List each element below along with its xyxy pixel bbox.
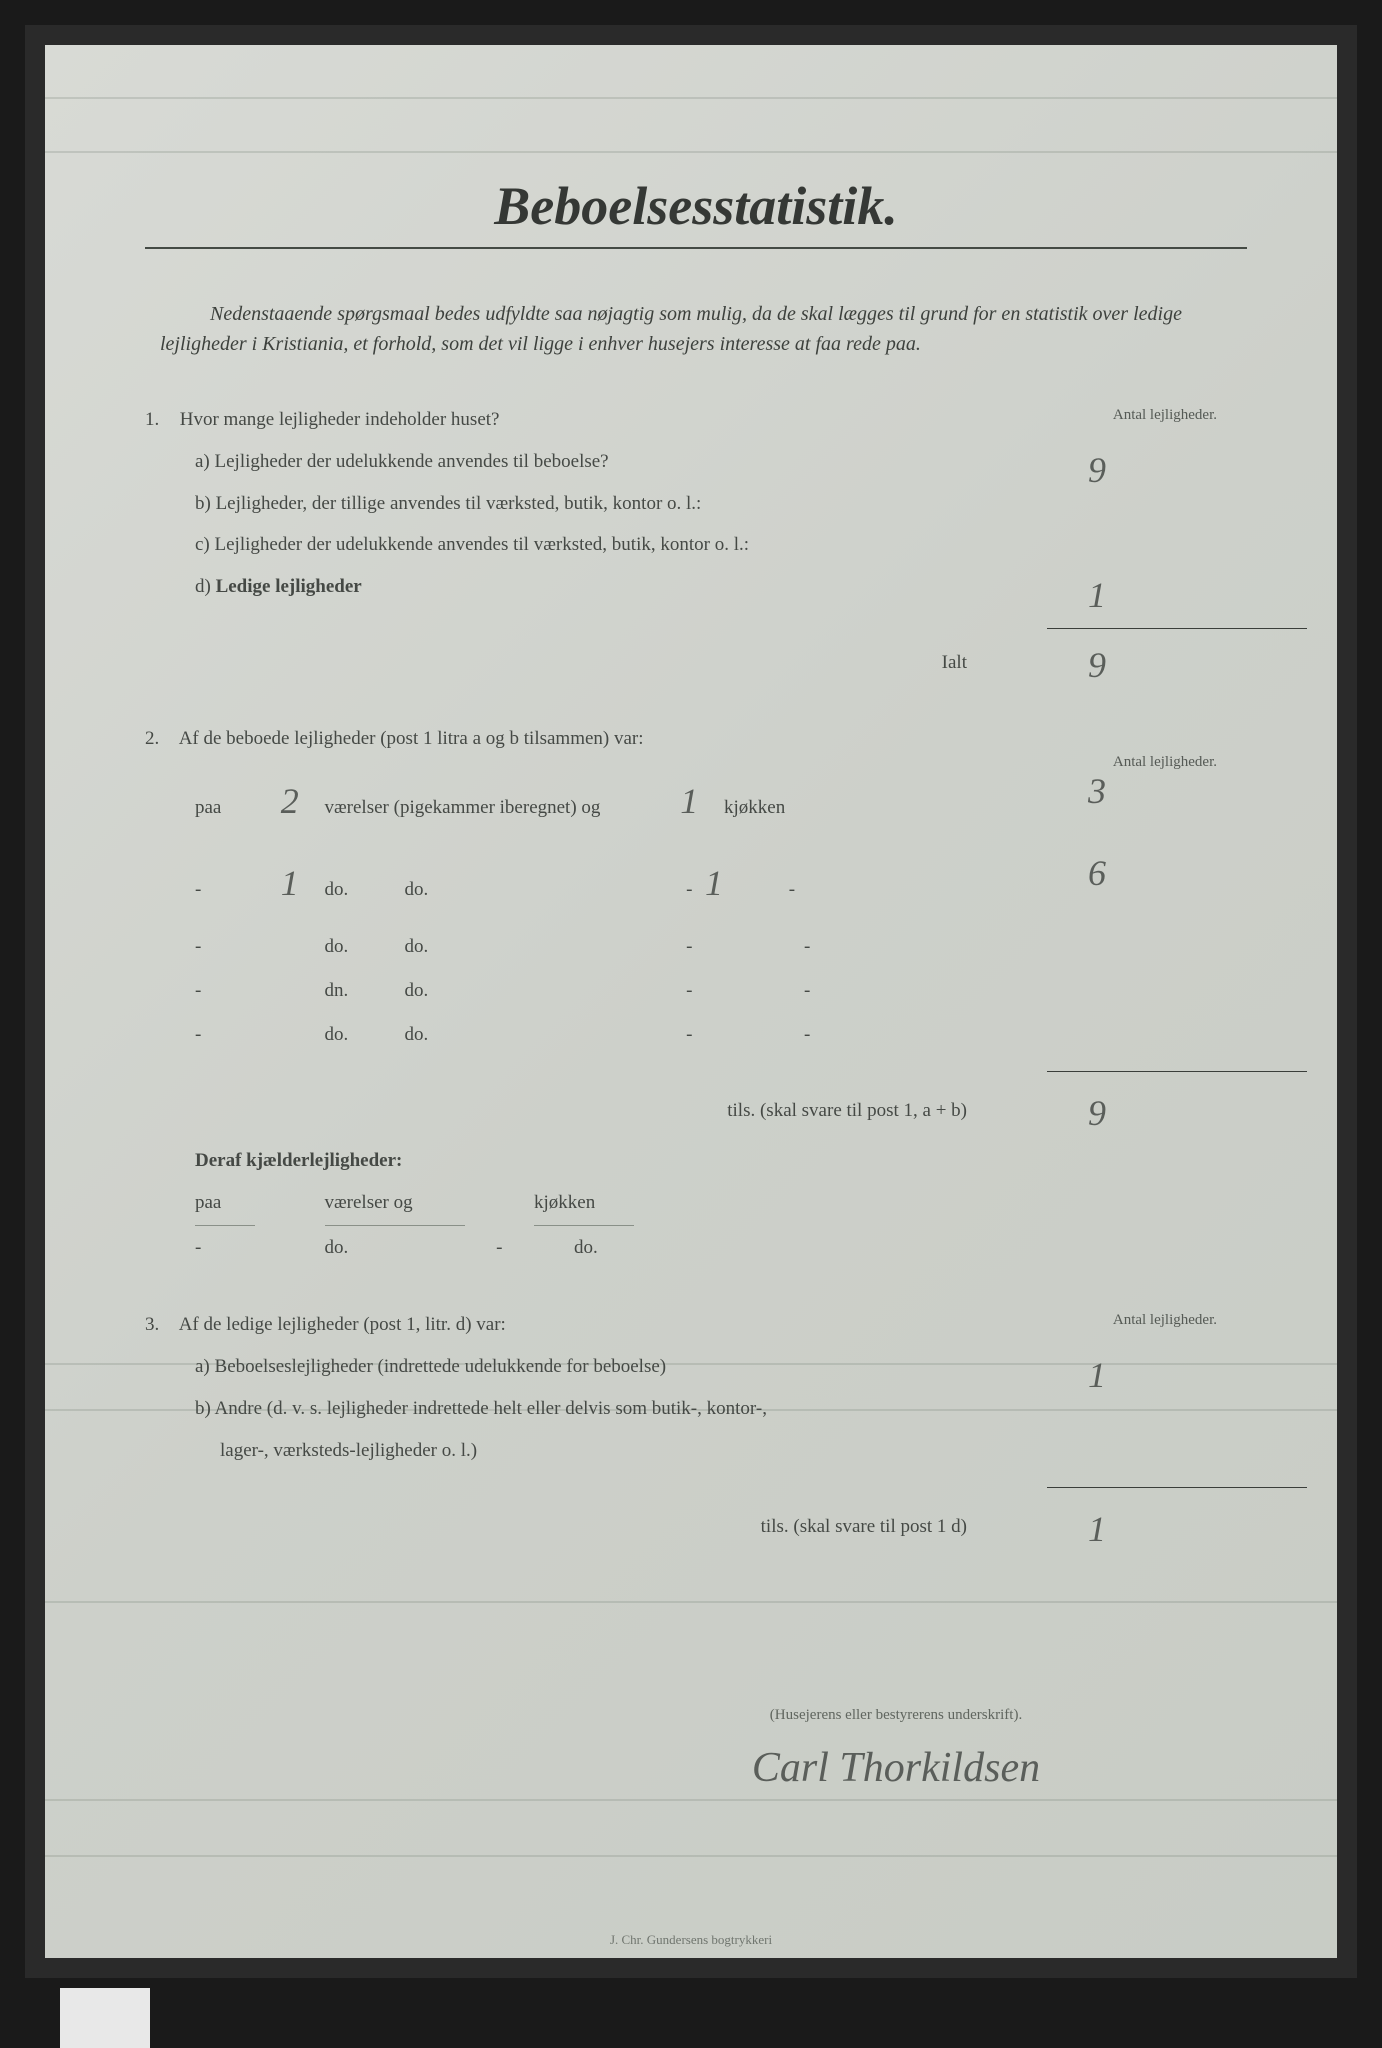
q3-text: Af de ledige lejligheder (post 1, litr. … bbox=[179, 1314, 506, 1335]
q3b-text: Andre (d. v. s. lejligheder indrettede h… bbox=[215, 1398, 767, 1419]
scanner-frame: Beboelsesstatistik. Nedenstaaende spørgs… bbox=[25, 25, 1357, 1978]
q2-row0-count: 3 bbox=[1007, 750, 1187, 833]
q2-text: Af de beboede lejligheder (post 1 litra … bbox=[179, 728, 644, 749]
scanner-artifact bbox=[60, 1988, 150, 2048]
q1d-value: 1 bbox=[1007, 556, 1187, 635]
q2-row0-rooms: 2 bbox=[260, 760, 320, 843]
q2-row1-kj: 1 bbox=[684, 842, 744, 925]
q3-header-right: Antal lejligheder. bbox=[1113, 1304, 1217, 1337]
q1-text: Hvor mange lejligheder indeholder huset? bbox=[180, 409, 500, 430]
dash: - bbox=[195, 868, 255, 912]
q1a-label: a) bbox=[195, 451, 215, 472]
q1-header-right: Antal lejligheder. bbox=[1113, 399, 1217, 432]
q2-table: paa 2 værelser (pigekammer iberegnet) og… bbox=[145, 760, 1247, 1057]
vaerelser-label: værelser (pigekammer iberegnet) og bbox=[325, 786, 655, 830]
question-2: 2. Af de beboede lejligheder (post 1 lit… bbox=[145, 718, 1247, 1270]
printer-footer: J. Chr. Gundersens bogtrykkeri bbox=[45, 1932, 1337, 1948]
q3-number: 3. bbox=[145, 1304, 175, 1346]
q1d-label: d) bbox=[195, 576, 216, 597]
signature: Carl Thorkildsen bbox=[145, 1744, 1247, 1792]
document-paper: Beboelsesstatistik. Nedenstaaende spørgs… bbox=[45, 45, 1337, 1958]
q3a-label: a) bbox=[195, 1356, 215, 1377]
q2-row1-count: 6 bbox=[1007, 832, 1187, 915]
q3a-text: Beboelseslejligheder (indrettede udelukk… bbox=[215, 1356, 667, 1377]
ialt-label: Ialt bbox=[942, 652, 967, 673]
kjokken-label: kjøkken bbox=[724, 786, 864, 830]
q3b-label: b) bbox=[195, 1398, 215, 1419]
q2-row1-rooms: 1 bbox=[260, 842, 320, 925]
question-3: 3. Af de ledige lejligheder (post 1, lit… bbox=[145, 1304, 1247, 1546]
q2-tils-label: tils. (skal svare til post 1, a + b) bbox=[727, 1100, 967, 1121]
paa-label: paa bbox=[195, 786, 255, 830]
q1a-text: Lejligheder der udelukkende anvendes til… bbox=[215, 451, 609, 472]
deraf-label: Deraf kjælderlejligheder: bbox=[195, 1150, 402, 1171]
q1b-text: Lejligheder, der tillige anvendes til væ… bbox=[216, 493, 702, 514]
q1b-label: b) bbox=[195, 493, 216, 514]
q1-number: 1. bbox=[145, 399, 175, 441]
q3-tils-label: tils. (skal svare til post 1 d) bbox=[761, 1516, 967, 1537]
q3b2-text: lager-, værksteds-lejligheder o. l.) bbox=[220, 1440, 477, 1461]
title-underline bbox=[145, 247, 1247, 249]
question-1: 1. Hvor mange lejligheder indeholder hus… bbox=[145, 399, 1247, 683]
intro-paragraph: Nedenstaaende spørgsmaal bedes udfyldte … bbox=[145, 299, 1247, 359]
signature-label: (Husejerens eller bestyrerens underskrif… bbox=[145, 1707, 1247, 1724]
q1d-text: Ledige lejligheder bbox=[216, 576, 362, 597]
q3-tils-value: 1 bbox=[1007, 1492, 1187, 1568]
document-title: Beboelsesstatistik. bbox=[145, 175, 1247, 237]
q1c-label: c) bbox=[195, 534, 215, 555]
ialt-value: 9 bbox=[1007, 628, 1187, 704]
q2-tils-value: 9 bbox=[1007, 1076, 1187, 1152]
q2-number: 2. bbox=[145, 718, 175, 760]
q1c-text: Lejligheder der udelukkende anvendes til… bbox=[215, 534, 750, 555]
q2-row0-kj: 1 bbox=[659, 760, 719, 843]
